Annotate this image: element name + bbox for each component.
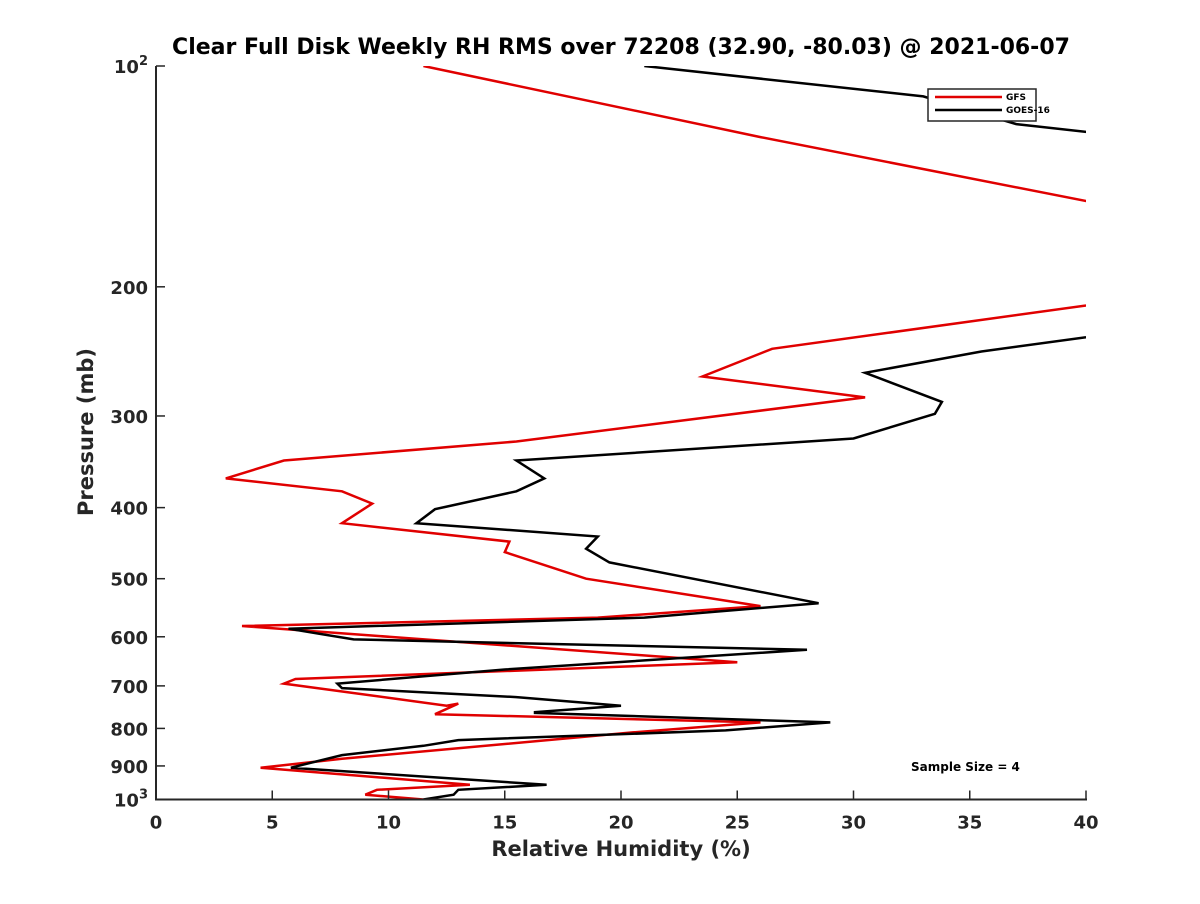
x-ticks: 0 5 10 15 20 25 30 35 40 xyxy=(150,790,1099,834)
y-tick-label: 200 xyxy=(110,278,148,299)
x-axis-label: Relative Humidity (%) xyxy=(491,837,750,861)
y-ticks: 102 200 300 400 500 600 700 800 900 103 xyxy=(110,54,165,812)
axes-layer xyxy=(155,66,1087,801)
y-axis-label: Pressure (mb) xyxy=(74,348,98,516)
sample-size-annotation: Sample Size = 4 xyxy=(911,760,1020,774)
x-tick-label: 0 xyxy=(150,813,163,834)
y-tick-label: 400 xyxy=(110,499,148,520)
x-tick-label: 25 xyxy=(725,813,750,834)
y-tick-label: 800 xyxy=(110,719,148,740)
legend-label-gfs: GFS xyxy=(1006,93,1026,103)
x-tick-label: 30 xyxy=(841,813,866,834)
legend-label-goes16: GOES-16 xyxy=(1006,106,1050,116)
y-tick-label: 300 xyxy=(110,407,148,428)
y-tick-label: 600 xyxy=(110,628,148,649)
y-tick-label: 700 xyxy=(110,677,148,698)
x-tick-label: 15 xyxy=(492,813,517,834)
y-tick-label: 102 xyxy=(114,54,148,78)
x-tick-label: 20 xyxy=(608,813,633,834)
legend: GFS GOES-16 xyxy=(927,88,1050,122)
x-tick-label: 40 xyxy=(1073,813,1098,834)
series-line-goes16 xyxy=(288,66,1086,799)
series-line-gfs xyxy=(225,66,1086,799)
x-tick-label: 35 xyxy=(957,813,982,834)
x-tick-label: 5 xyxy=(266,813,279,834)
x-tick-label: 10 xyxy=(376,813,401,834)
y-tick-label: 900 xyxy=(110,757,148,778)
y-tick-label: 103 xyxy=(114,788,148,812)
chart-title: Clear Full Disk Weekly RH RMS over 72208… xyxy=(172,35,1070,60)
y-tick-label: 500 xyxy=(110,570,148,591)
series-layer xyxy=(225,66,1086,799)
legend-box xyxy=(927,88,1037,122)
